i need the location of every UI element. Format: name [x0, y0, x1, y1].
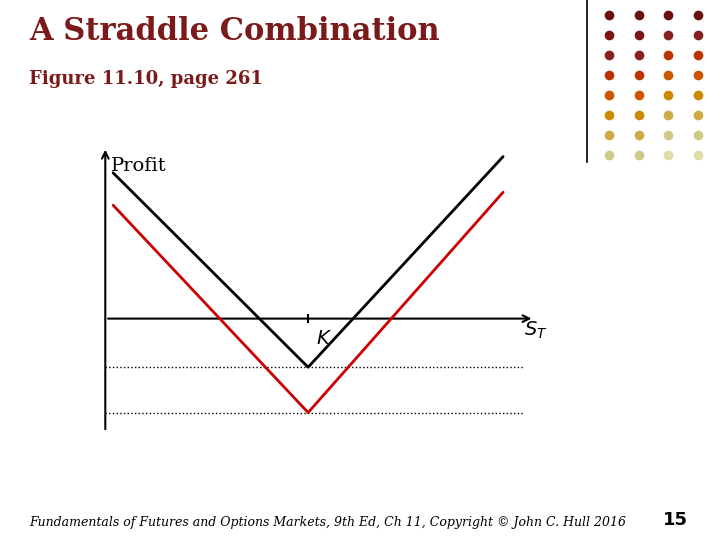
Text: Figure 11.10, page 261: Figure 11.10, page 261	[29, 70, 263, 88]
Text: $S_T$: $S_T$	[524, 319, 548, 341]
Text: Profit: Profit	[111, 157, 167, 174]
Text: A Straddle Combination: A Straddle Combination	[29, 16, 439, 47]
Text: 15: 15	[662, 511, 688, 529]
Text: $K$: $K$	[316, 330, 332, 348]
Text: Fundamentals of Futures and Options Markets, 9th Ed, Ch 11, Copyright © John C. : Fundamentals of Futures and Options Mark…	[29, 516, 626, 529]
